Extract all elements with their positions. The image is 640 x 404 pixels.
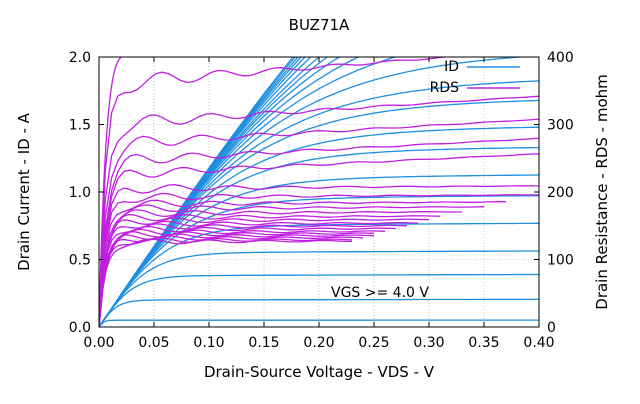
x-tick-label: 0.00 — [83, 335, 114, 351]
rds-curve — [99, 204, 485, 327]
x-tick-label: 0.30 — [413, 335, 444, 351]
y2-tick-label: 300 — [547, 118, 574, 134]
rds-series — [99, 57, 539, 327]
y2-axis-label: Drain Resistance - RDS - mohm — [593, 74, 611, 309]
y2-tick-label: 100 — [547, 253, 574, 269]
rds-curve — [99, 228, 386, 327]
rds-curve — [99, 199, 506, 327]
rds-curve — [99, 153, 539, 327]
rds-curve — [99, 95, 539, 327]
rds-curve — [99, 137, 539, 327]
rds-curve — [99, 214, 441, 327]
legend: ID RDS — [430, 59, 520, 96]
id-curve — [99, 195, 539, 327]
id-curve — [99, 146, 539, 327]
rds-curve — [99, 57, 450, 327]
x-tick-label: 0.25 — [358, 335, 389, 351]
rds-curve — [99, 192, 539, 327]
id-curve — [99, 80, 539, 327]
y-tick-label: 0.5 — [69, 253, 91, 269]
x-tick-label: 0.40 — [523, 335, 554, 351]
axis-ticks: 0.00 0.05 0.10 0.15 0.20 0.25 0.30 0.35 0.400.00… — [69, 50, 574, 351]
rds-curve — [99, 237, 353, 327]
id-curve — [99, 273, 539, 327]
x-tick-label: 0.35 — [468, 335, 499, 351]
legend-label-rds: RDS — [430, 80, 460, 96]
x-tick-label: 0.10 — [193, 335, 224, 351]
rds-curve — [99, 231, 375, 327]
rds-curve — [99, 225, 397, 327]
y2-tick-label: 200 — [547, 185, 574, 201]
rds-curve — [99, 233, 375, 327]
y2-tick-label: 0 — [547, 320, 556, 336]
rds-curve — [99, 57, 122, 327]
chart-title: BUZ71A — [289, 16, 350, 34]
id-curve — [99, 250, 539, 327]
y-axis-label: Drain Current - ID - A — [15, 112, 33, 271]
rds-curve — [99, 184, 539, 327]
id-curve — [99, 298, 539, 327]
id-curve — [99, 57, 294, 327]
y-tick-label: 1.5 — [69, 118, 91, 134]
y2-tick-label: 400 — [547, 50, 574, 66]
x-tick-label: 0.05 — [138, 335, 169, 351]
rds-curve — [99, 223, 408, 327]
legend-label-id: ID — [444, 59, 459, 75]
x-tick-label: 0.15 — [248, 335, 279, 351]
rds-curve — [99, 118, 539, 327]
x-axis-label: Drain-Source Voltage - VDS - V — [204, 363, 435, 381]
id-curve — [99, 319, 539, 327]
y-tick-label: 2.0 — [69, 50, 91, 66]
y-tick-label: 1.0 — [69, 185, 91, 201]
x-tick-label: 0.20 — [303, 335, 334, 351]
y-tick-label: 0.0 — [69, 320, 91, 336]
id-curve — [99, 126, 539, 327]
id-curve — [99, 222, 539, 327]
annotation-vgs: VGS >= 4.0 V — [331, 285, 429, 301]
rds-curve — [99, 209, 463, 327]
rds-curve — [99, 238, 352, 327]
